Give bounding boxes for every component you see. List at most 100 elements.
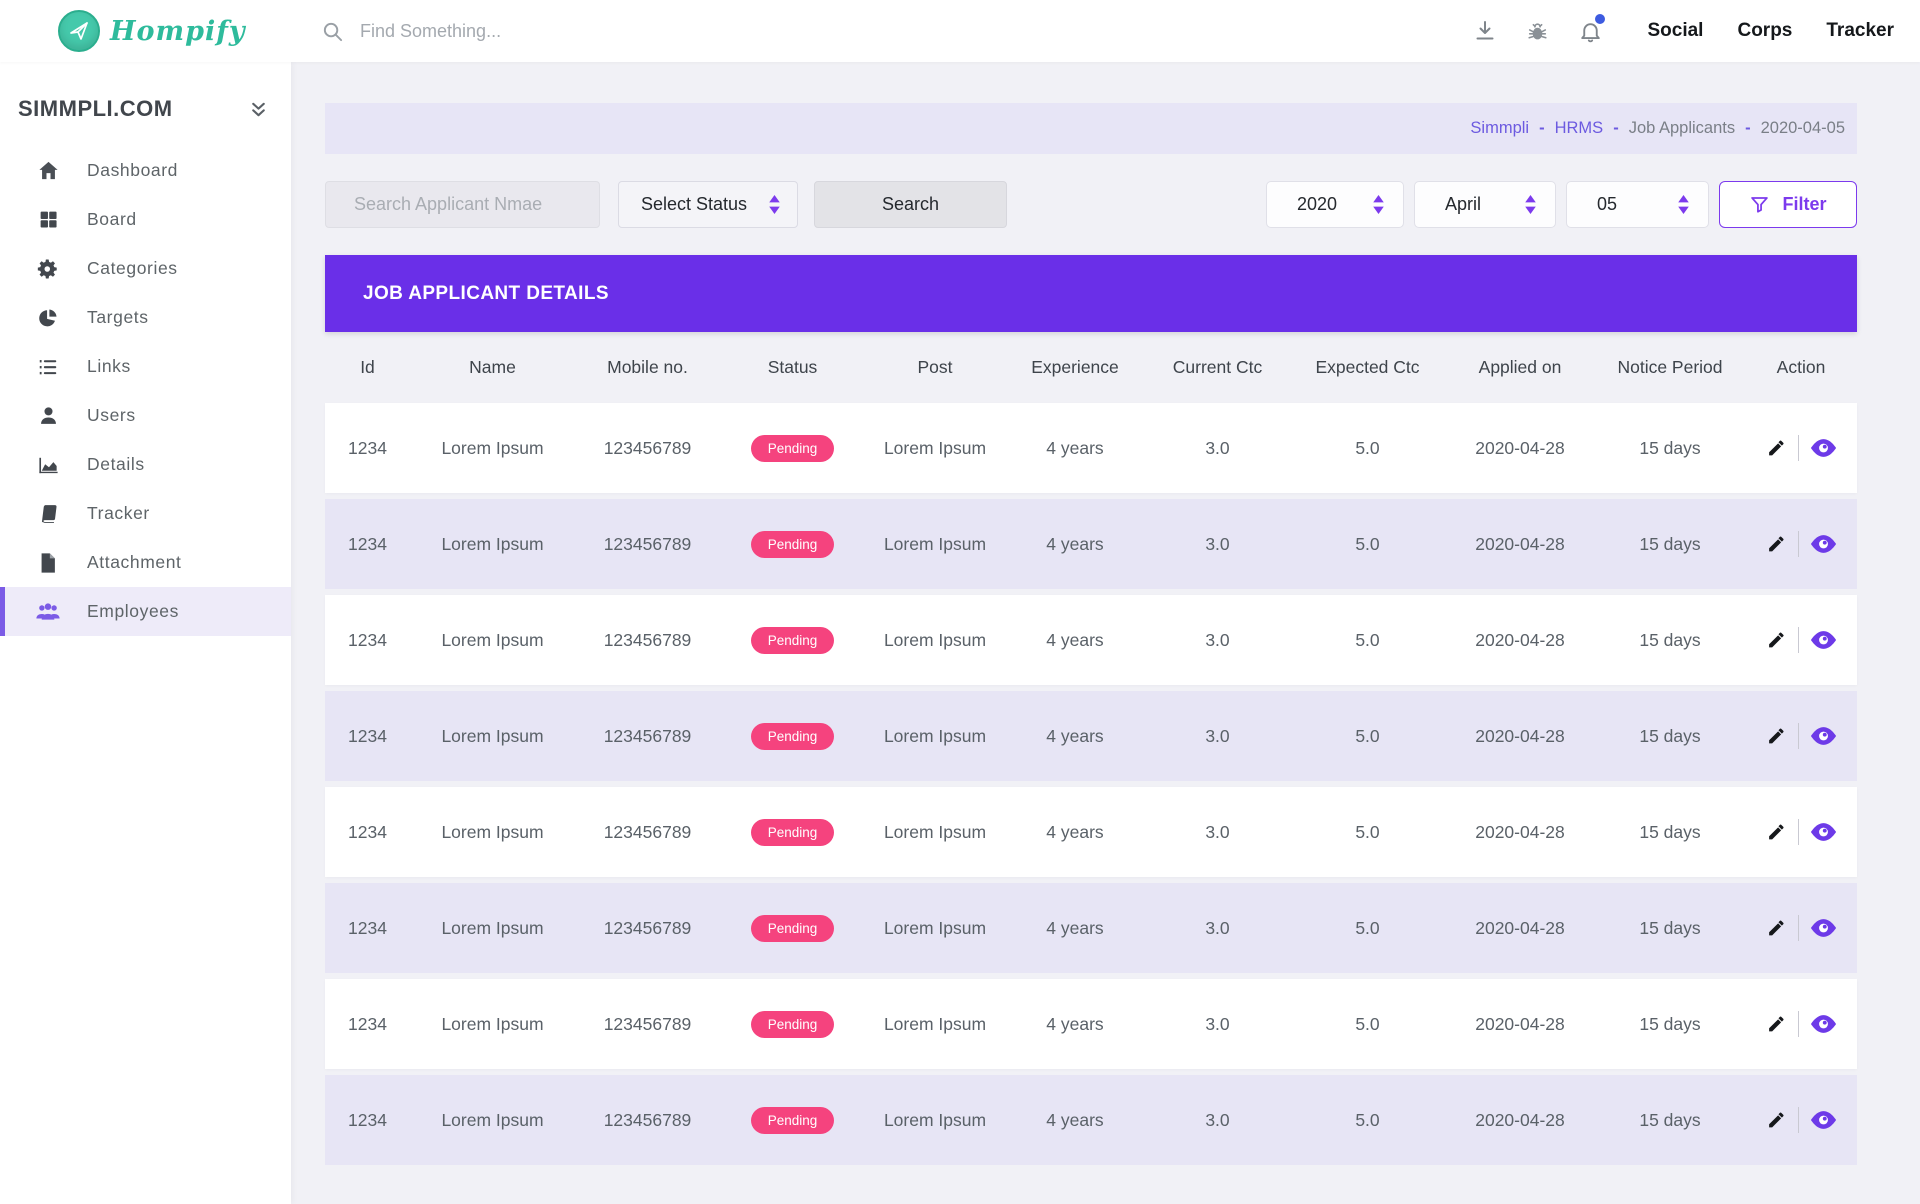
applicant-search-input[interactable]	[325, 181, 600, 228]
cell-id: 1234	[325, 726, 410, 747]
sidebar-item-categories[interactable]: Categories	[0, 244, 291, 293]
view-icon[interactable]	[1810, 726, 1837, 746]
sidebar-item-attachment[interactable]: Attachment	[0, 538, 291, 587]
sidebar-item-employees[interactable]: Employees	[0, 587, 291, 636]
cell-post: Lorem Ipsum	[865, 630, 1005, 651]
global-search-input[interactable]	[360, 21, 660, 42]
view-icon[interactable]	[1810, 822, 1837, 842]
cell-mobile: 123456789	[575, 1014, 720, 1035]
action-divider	[1798, 627, 1799, 653]
cell-status: Pending	[720, 1011, 865, 1038]
global-search[interactable]	[321, 20, 660, 43]
cell-current-ctc: 3.0	[1145, 1110, 1290, 1131]
sidebar-item-label: Categories	[87, 258, 178, 279]
table-header-row: IdNameMobile no.StatusPostExperienceCurr…	[325, 332, 1857, 403]
cell-name: Lorem Ipsum	[410, 726, 575, 747]
cell-expected-ctc: 5.0	[1290, 822, 1445, 843]
month-select-value: April	[1445, 194, 1481, 215]
cell-mobile: 123456789	[575, 918, 720, 939]
breadcrumb-separator: -	[1613, 119, 1619, 138]
edit-icon[interactable]	[1765, 1013, 1787, 1035]
cell-notice-period: 15 days	[1595, 822, 1745, 843]
sidebar-item-dashboard[interactable]: Dashboard	[0, 146, 291, 195]
sidebar-item-tracker[interactable]: Tracker	[0, 489, 291, 538]
cell-current-ctc: 3.0	[1145, 1014, 1290, 1035]
main-content: Simmpli-HRMS-Job Applicants-2020-04-05 S…	[291, 62, 1920, 1204]
breadcrumb-item[interactable]: HRMS	[1555, 119, 1604, 138]
sidebar-item-links[interactable]: Links	[0, 342, 291, 391]
download-icon[interactable]	[1473, 19, 1497, 43]
cell-post: Lorem Ipsum	[865, 726, 1005, 747]
app-logo[interactable]: Hompify	[58, 10, 291, 52]
cell-experience: 4 years	[1005, 822, 1145, 843]
pie-chart-icon	[35, 307, 61, 329]
header-link-tracker[interactable]: Tracker	[1826, 20, 1894, 42]
status-select[interactable]: Select Status	[618, 181, 798, 228]
view-icon[interactable]	[1810, 630, 1837, 650]
cell-actions	[1745, 819, 1857, 845]
edit-icon[interactable]	[1765, 629, 1787, 651]
edit-icon[interactable]	[1765, 821, 1787, 843]
header-link-corps[interactable]: Corps	[1737, 20, 1792, 42]
view-icon[interactable]	[1810, 1110, 1837, 1130]
edit-icon[interactable]	[1765, 725, 1787, 747]
cell-mobile: 123456789	[575, 534, 720, 555]
view-icon[interactable]	[1810, 1014, 1837, 1034]
filter-row: Select Status Search 2020 April 05	[325, 181, 1857, 228]
cell-notice-period: 15 days	[1595, 1110, 1745, 1131]
breadcrumb: Simmpli-HRMS-Job Applicants-2020-04-05	[325, 103, 1857, 154]
action-divider	[1798, 915, 1799, 941]
cell-experience: 4 years	[1005, 1014, 1145, 1035]
cell-expected-ctc: 5.0	[1290, 534, 1445, 555]
action-divider	[1798, 819, 1799, 845]
cell-id: 1234	[325, 918, 410, 939]
breadcrumb-item[interactable]: Simmpli	[1470, 119, 1529, 138]
cell-post: Lorem Ipsum	[865, 438, 1005, 459]
day-select[interactable]: 05	[1566, 181, 1709, 228]
cell-actions	[1745, 435, 1857, 461]
cell-current-ctc: 3.0	[1145, 438, 1290, 459]
cell-name: Lorem Ipsum	[410, 918, 575, 939]
action-divider	[1798, 723, 1799, 749]
cell-experience: 4 years	[1005, 438, 1145, 459]
year-select[interactable]: 2020	[1266, 181, 1404, 228]
view-icon[interactable]	[1810, 438, 1837, 458]
paper-plane-logo-icon	[58, 10, 100, 52]
sidebar-item-details[interactable]: Details	[0, 440, 291, 489]
cell-name: Lorem Ipsum	[410, 438, 575, 459]
edit-icon[interactable]	[1765, 533, 1787, 555]
cell-current-ctc: 3.0	[1145, 726, 1290, 747]
view-icon[interactable]	[1810, 534, 1837, 554]
cell-notice-period: 15 days	[1595, 726, 1745, 747]
table-row: 1234Lorem Ipsum123456789PendingLorem Ips…	[325, 787, 1857, 877]
action-divider	[1798, 1011, 1799, 1037]
cell-expected-ctc: 5.0	[1290, 1014, 1445, 1035]
book-icon	[35, 503, 61, 525]
collapse-double-chevron-icon[interactable]	[248, 99, 269, 120]
day-select-value: 05	[1597, 194, 1617, 215]
user-icon	[35, 405, 61, 426]
cell-mobile: 123456789	[575, 630, 720, 651]
table-row: 1234Lorem Ipsum123456789PendingLorem Ips…	[325, 979, 1857, 1069]
month-select[interactable]: April	[1414, 181, 1556, 228]
cell-actions	[1745, 1107, 1857, 1133]
sidebar-item-targets[interactable]: Targets	[0, 293, 291, 342]
header-link-social[interactable]: Social	[1647, 20, 1703, 42]
filter-button[interactable]: Filter	[1719, 181, 1857, 228]
sidebar-item-users[interactable]: Users	[0, 391, 291, 440]
sidebar-item-board[interactable]: Board	[0, 195, 291, 244]
bug-icon[interactable]	[1525, 19, 1550, 44]
cell-expected-ctc: 5.0	[1290, 1110, 1445, 1131]
search-button[interactable]: Search	[814, 181, 1007, 228]
header-right: Social Corps Tracker	[1445, 19, 1894, 44]
cell-applied-on: 2020-04-28	[1445, 438, 1595, 459]
filter-button-label: Filter	[1782, 194, 1826, 215]
view-icon[interactable]	[1810, 918, 1837, 938]
cell-expected-ctc: 5.0	[1290, 438, 1445, 459]
edit-icon[interactable]	[1765, 1109, 1787, 1131]
bell-icon[interactable]	[1578, 19, 1603, 44]
edit-icon[interactable]	[1765, 917, 1787, 939]
column-header-applied-on: Applied on	[1445, 357, 1595, 378]
cell-current-ctc: 3.0	[1145, 630, 1290, 651]
edit-icon[interactable]	[1765, 437, 1787, 459]
